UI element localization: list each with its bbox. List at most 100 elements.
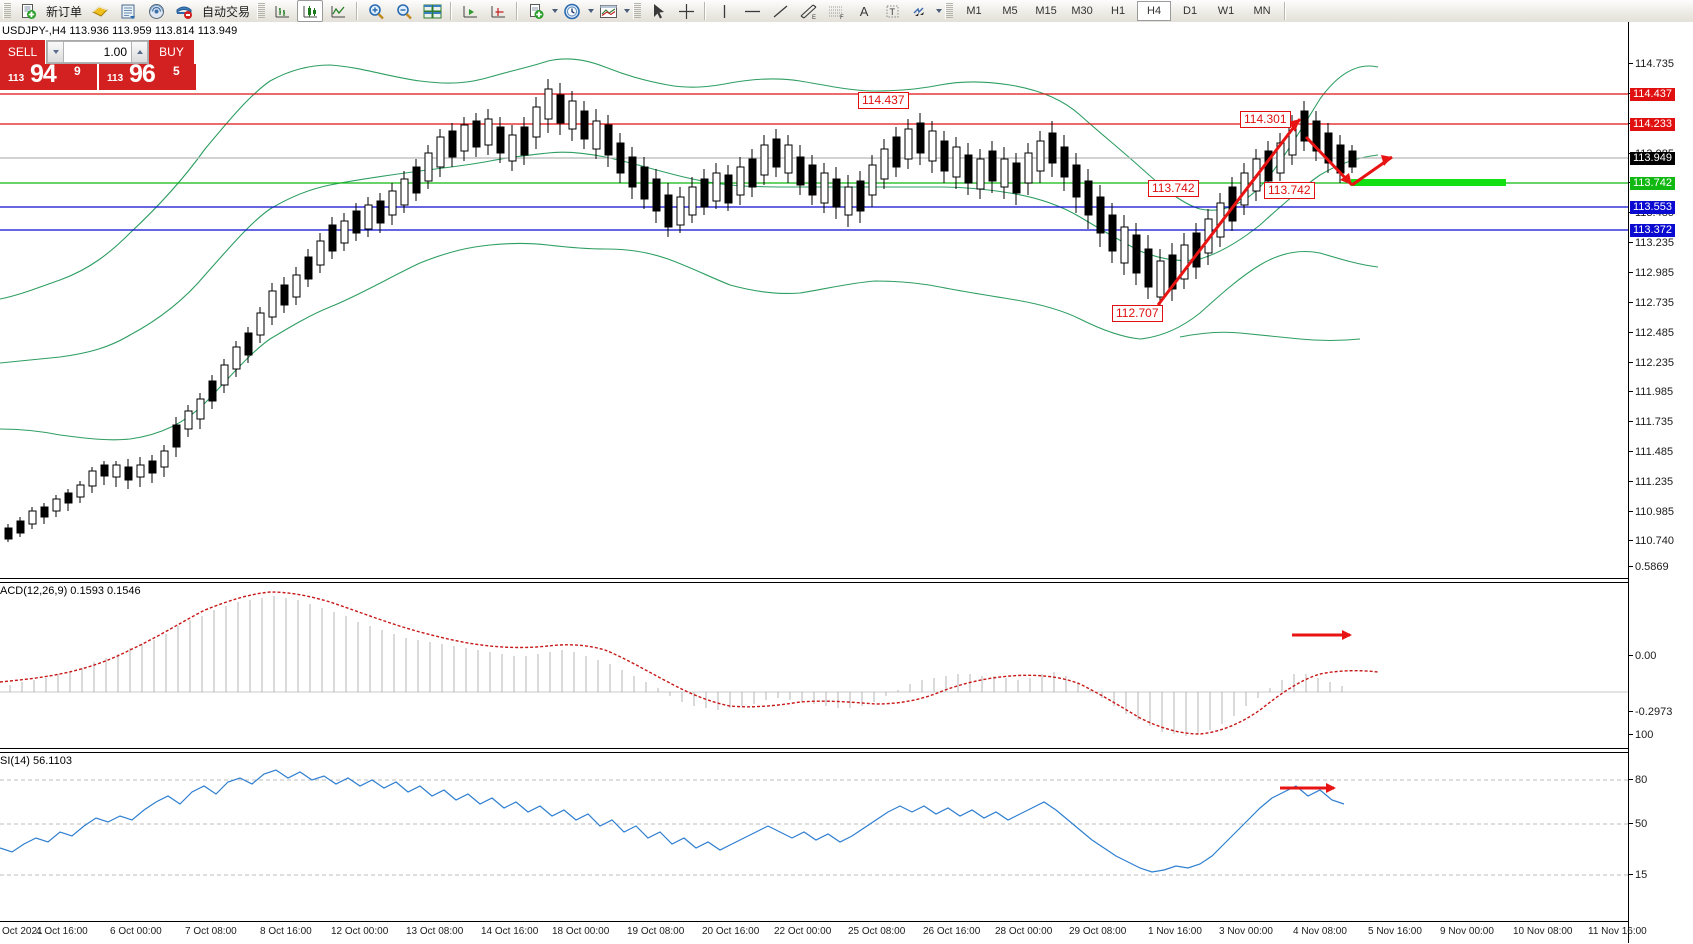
time-label: 4 Nov 08:00 xyxy=(1293,926,1347,937)
toolbar-grip-3[interactable] xyxy=(633,3,642,19)
time-axis[interactable]: Oct 2021 4 Oct 16:00 6 Oct 00:00 7 Oct 0… xyxy=(0,921,1647,944)
template-dropdown-icon[interactable] xyxy=(624,9,631,13)
time-label: 13 Oct 08:00 xyxy=(406,926,464,937)
main-toolbar: 新订单 xyxy=(0,0,1693,23)
axis-tick: 112.985 xyxy=(1629,267,1693,279)
time-label: 9 Nov 00:00 xyxy=(1440,926,1494,937)
chart-shift-icon[interactable] xyxy=(457,0,483,22)
tick-label: 112.735 xyxy=(1635,297,1674,309)
annotation-label[interactable]: 112.707 xyxy=(1112,305,1163,322)
tab-timeframe-m15[interactable]: M15 xyxy=(1035,5,1057,17)
axis-tick: 111.735 xyxy=(1629,416,1693,428)
equidistant-channel-icon[interactable]: E xyxy=(795,0,821,22)
rsi-pane[interactable] xyxy=(0,752,1628,917)
trendline-icon[interactable] xyxy=(767,0,793,22)
svg-text:T: T xyxy=(889,7,895,17)
one-click-trading-panel[interactable]: SELL 1.00 BUY 113 94 9 113 96 5 xyxy=(0,40,196,90)
annotation-label[interactable]: 113.742 xyxy=(1148,180,1199,197)
tab-timeframe-h1[interactable]: H1 xyxy=(1111,5,1126,17)
buy-button[interactable]: BUY xyxy=(149,40,194,64)
volume-input[interactable]: 1.00 xyxy=(64,41,131,63)
toolbar-grip-2[interactable] xyxy=(257,3,266,19)
toolbar-grip-4[interactable] xyxy=(945,3,954,19)
auto-trading-label[interactable]: 自动交易 xyxy=(202,4,251,19)
text-box-icon[interactable]: T xyxy=(879,0,905,22)
chevron-up-icon xyxy=(136,50,143,54)
chart-autoscroll-icon[interactable] xyxy=(485,0,511,22)
tab-timeframe-h4[interactable]: H4 xyxy=(1137,1,1172,21)
horizontal-line-icon[interactable] xyxy=(739,0,765,22)
add-indicator-icon[interactable] xyxy=(523,0,549,22)
time-label: 8 Oct 16:00 xyxy=(260,926,312,937)
market-icon[interactable] xyxy=(171,0,197,22)
signals-icon[interactable] xyxy=(143,0,169,22)
macd-pane[interactable] xyxy=(0,582,1628,749)
tab-timeframe-m1[interactable]: M1 xyxy=(966,5,982,17)
sell-price-display[interactable]: 113 94 9 xyxy=(0,60,97,90)
annotation-label[interactable]: 114.301 xyxy=(1240,111,1291,128)
tab-timeframe-w1[interactable]: W1 xyxy=(1217,5,1235,17)
tab-timeframe-mn[interactable]: MN xyxy=(1253,5,1271,17)
time-label: 25 Oct 08:00 xyxy=(848,926,906,937)
template-icon[interactable] xyxy=(595,0,621,22)
macd-signal-line xyxy=(0,591,1379,735)
volume-stepper[interactable]: 1.00 xyxy=(46,40,149,64)
annotation-label[interactable]: 114.437 xyxy=(858,92,909,109)
price-tag-resistance-1[interactable]: 114.437 xyxy=(1630,88,1675,101)
arrows-palette-icon[interactable] xyxy=(907,0,933,22)
volume-increase-button[interactable] xyxy=(131,41,148,63)
toolbar-separator-2 xyxy=(450,2,453,20)
rsi-arrow xyxy=(1280,783,1336,793)
tick-mark xyxy=(1629,451,1633,452)
price-tag-pivot-1[interactable]: 113.553 xyxy=(1630,201,1675,214)
tick-label: 80 xyxy=(1635,774,1648,786)
candlestick-chart-icon[interactable] xyxy=(297,0,324,22)
annotation-label[interactable]: 113.742 xyxy=(1264,182,1315,199)
axis-tick: 111.235 xyxy=(1629,476,1693,488)
chart-canvas-area[interactable]: USDJPY-,H4 113.936 113.959 113.814 113.9… xyxy=(0,22,1693,944)
tick-label: -0.2973 xyxy=(1635,706,1673,718)
tab-timeframe-m5[interactable]: M5 xyxy=(1002,5,1018,17)
crosshair-icon[interactable] xyxy=(673,0,699,22)
bar-chart-icon[interactable] xyxy=(269,0,295,22)
volume-decrease-button[interactable] xyxy=(47,41,64,63)
tick-mark xyxy=(1629,242,1633,243)
price-tag-last-price[interactable]: 113.949 xyxy=(1630,152,1675,165)
price-tag-pivot-2[interactable]: 113.372 xyxy=(1630,224,1675,237)
price-pane[interactable] xyxy=(0,37,1628,558)
add-indicator-dropdown-icon[interactable] xyxy=(552,9,559,13)
data-window-icon[interactable] xyxy=(115,0,141,22)
period-clock-icon[interactable] xyxy=(559,0,585,22)
tick-mark xyxy=(1629,481,1633,482)
expert-advisors-icon[interactable] xyxy=(87,0,113,22)
sell-button[interactable]: SELL xyxy=(0,40,46,64)
text-label-icon[interactable]: A xyxy=(851,0,877,22)
price-axis[interactable]: 114.735 114.485 114.235 113.985 113.735 … xyxy=(1628,22,1693,943)
tick-label: 110.985 xyxy=(1635,506,1674,518)
time-label: 7 Oct 08:00 xyxy=(185,926,237,937)
sell-price-fraction: 9 xyxy=(74,64,81,78)
buy-price-display[interactable]: 113 96 5 xyxy=(99,60,196,90)
zoom-out-icon[interactable] xyxy=(391,0,417,22)
toolbar-grip[interactable] xyxy=(3,3,11,19)
trend-arrow-down-right xyxy=(1304,135,1354,187)
arrows-dropdown-icon[interactable] xyxy=(936,9,943,13)
price-tag-support[interactable]: 113.742 xyxy=(1630,177,1675,190)
period-dropdown-icon[interactable] xyxy=(588,9,595,13)
tick-mark xyxy=(1629,874,1633,875)
tick-mark xyxy=(1629,540,1633,541)
tick-mark xyxy=(1629,421,1633,422)
text-label-glyph: A xyxy=(859,3,869,19)
price-tag-resistance-2[interactable]: 114.233 xyxy=(1630,118,1675,131)
zoom-in-icon[interactable] xyxy=(363,0,389,22)
macd-axis-tick: -0.2973 xyxy=(1629,706,1693,718)
tab-timeframe-m30[interactable]: M30 xyxy=(1071,5,1093,17)
cursor-icon[interactable] xyxy=(645,0,671,22)
fibonacci-retracement-icon[interactable]: F xyxy=(823,0,849,22)
line-chart-icon[interactable] xyxy=(325,0,351,22)
new-order-icon[interactable] xyxy=(15,0,41,22)
new-order-label[interactable]: 新订单 xyxy=(46,4,83,19)
vertical-line-icon[interactable] xyxy=(711,0,737,22)
tile-windows-icon[interactable] xyxy=(419,0,445,22)
tab-timeframe-d1[interactable]: D1 xyxy=(1183,5,1198,17)
